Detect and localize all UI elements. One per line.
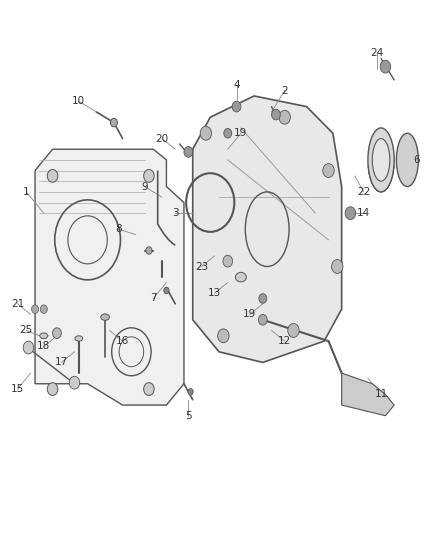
Text: 13: 13 [208, 288, 221, 298]
Text: 11: 11 [374, 390, 388, 399]
Circle shape [144, 383, 154, 395]
Circle shape [218, 329, 229, 343]
Circle shape [380, 60, 391, 73]
Circle shape [224, 128, 232, 138]
Polygon shape [39, 333, 48, 338]
Ellipse shape [236, 272, 246, 282]
Circle shape [146, 247, 152, 254]
Circle shape [272, 109, 280, 120]
Ellipse shape [396, 133, 418, 187]
PathPatch shape [342, 373, 394, 416]
Circle shape [47, 169, 58, 182]
Circle shape [279, 110, 290, 124]
Text: 4: 4 [233, 80, 240, 90]
PathPatch shape [35, 149, 184, 405]
Text: 15: 15 [11, 384, 24, 394]
Text: 23: 23 [195, 262, 208, 271]
Circle shape [258, 314, 267, 325]
Circle shape [288, 324, 299, 337]
Text: 19: 19 [243, 310, 256, 319]
Circle shape [323, 164, 334, 177]
Circle shape [200, 126, 212, 140]
Text: 21: 21 [11, 299, 24, 309]
Text: 22: 22 [357, 187, 370, 197]
Text: 10: 10 [72, 96, 85, 106]
Text: 25: 25 [20, 326, 33, 335]
Ellipse shape [101, 314, 110, 320]
Circle shape [40, 305, 47, 313]
Circle shape [144, 169, 154, 182]
Text: 14: 14 [357, 208, 370, 218]
Text: 3: 3 [172, 208, 179, 218]
Circle shape [332, 260, 343, 273]
Text: 6: 6 [413, 155, 420, 165]
Text: 9: 9 [141, 182, 148, 191]
Text: 1: 1 [23, 187, 30, 197]
Text: 24: 24 [370, 49, 383, 58]
Text: 18: 18 [37, 342, 50, 351]
Circle shape [232, 101, 241, 112]
Circle shape [110, 118, 117, 127]
Circle shape [223, 255, 233, 267]
Ellipse shape [372, 139, 390, 181]
Ellipse shape [75, 336, 83, 341]
Circle shape [188, 389, 193, 395]
Circle shape [23, 341, 34, 354]
Text: 12: 12 [278, 336, 291, 346]
PathPatch shape [193, 96, 342, 362]
Text: 16: 16 [116, 336, 129, 346]
Text: 19: 19 [234, 128, 247, 138]
Circle shape [259, 294, 267, 303]
Circle shape [345, 207, 356, 220]
Circle shape [184, 147, 193, 157]
Text: 17: 17 [55, 358, 68, 367]
Circle shape [47, 383, 58, 395]
Circle shape [53, 328, 61, 338]
Circle shape [32, 305, 39, 313]
Text: 5: 5 [185, 411, 192, 421]
Circle shape [69, 376, 80, 389]
Text: 7: 7 [150, 294, 157, 303]
Text: 20: 20 [155, 134, 169, 143]
Text: 2: 2 [281, 86, 288, 95]
Ellipse shape [368, 128, 394, 192]
Text: 8: 8 [115, 224, 122, 234]
Circle shape [164, 287, 169, 294]
